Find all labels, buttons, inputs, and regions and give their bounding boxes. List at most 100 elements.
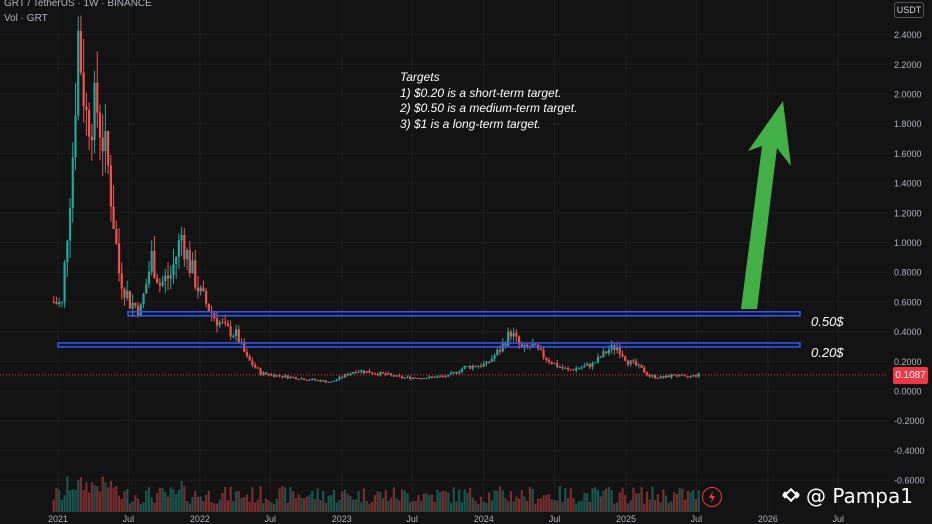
volume-bar xyxy=(668,503,670,512)
candle-body xyxy=(330,382,332,383)
candle-body xyxy=(461,369,463,372)
volume-bar xyxy=(670,501,672,512)
candle-body xyxy=(338,377,340,380)
candle-body xyxy=(181,235,183,240)
volume-bar xyxy=(698,490,700,512)
volume-bar xyxy=(387,501,389,512)
candle-body xyxy=(515,333,517,337)
volume-bar xyxy=(115,486,117,512)
candle-body xyxy=(216,318,218,325)
volume-bar xyxy=(412,501,414,512)
candle-body xyxy=(510,332,512,337)
volume-bar xyxy=(445,491,447,512)
volume-bar xyxy=(532,489,534,512)
candle-body xyxy=(591,363,593,367)
price-axis[interactable]: 2.4000 2.2000 2.0000 1.8000 1.6000 1.4000 1.20… xyxy=(894,30,925,486)
volume-bar xyxy=(259,486,261,512)
volume-bar xyxy=(289,487,291,512)
y-tick-label: 1.6000 xyxy=(894,149,922,159)
volume-bar xyxy=(616,503,618,512)
volume-bar xyxy=(684,500,686,512)
volume-bar xyxy=(99,492,101,512)
candle-body xyxy=(110,166,112,207)
volume-bar xyxy=(649,499,651,512)
candle-body xyxy=(159,283,161,285)
zone-0-20[interactable] xyxy=(58,343,800,347)
currency-selector[interactable]: USDT xyxy=(894,2,924,18)
candle-body xyxy=(355,372,357,373)
candle-body xyxy=(292,377,294,378)
volume-bar xyxy=(493,490,495,512)
candle-body xyxy=(186,250,188,259)
volume-bar xyxy=(153,503,155,512)
candle-body xyxy=(132,303,134,308)
candle-body xyxy=(581,367,583,368)
volume-bar xyxy=(553,500,555,512)
candle-body xyxy=(638,365,640,366)
volume-bar xyxy=(210,502,212,512)
candle-body xyxy=(477,366,479,367)
volume-bar xyxy=(55,488,57,512)
flash-icon[interactable] xyxy=(702,487,722,507)
candle-body xyxy=(439,376,441,377)
candle-body xyxy=(398,375,400,376)
time-axis[interactable]: 2021 Jul 2022 Jul 2023 Jul 2024 Jul 2025 Jul 2026 J… xyxy=(48,514,844,524)
volume-bar xyxy=(268,500,270,512)
volume-bar xyxy=(142,502,144,512)
candle-body xyxy=(420,378,422,379)
candle-body xyxy=(662,376,664,378)
candle-body xyxy=(281,376,283,377)
x-tick-label: 2025 xyxy=(616,514,636,524)
volume-bar xyxy=(355,500,357,512)
candle-body xyxy=(556,363,558,367)
candle-body xyxy=(466,366,468,367)
candle-body xyxy=(83,73,85,107)
volume-bar xyxy=(556,501,558,512)
targets-annotation[interactable]: Targets 1) $0.20 is a short-term target.… xyxy=(400,70,577,132)
candle-body xyxy=(428,376,430,378)
candle-body xyxy=(303,378,305,380)
volume-bar xyxy=(123,491,125,512)
volume-bar xyxy=(121,499,123,512)
volume-bar xyxy=(474,501,476,512)
candle-body xyxy=(319,380,321,381)
candle-body xyxy=(689,376,691,377)
volume-bar xyxy=(197,497,199,512)
volume-bar xyxy=(605,488,607,512)
candle-body xyxy=(406,377,408,378)
arrow-up-icon xyxy=(741,101,791,309)
candle-body xyxy=(646,373,648,375)
volume-bar xyxy=(613,504,615,512)
x-tick-label: 2026 xyxy=(758,514,778,524)
volume-bar xyxy=(458,490,460,512)
volume-bar xyxy=(643,504,645,512)
candle-body xyxy=(191,260,193,273)
volume-bar xyxy=(379,492,381,512)
volume-bar xyxy=(374,495,376,512)
y-tick-label: 0.6000 xyxy=(894,297,922,307)
volume-bar xyxy=(518,499,520,512)
volume-bar xyxy=(284,488,286,512)
volume-bar xyxy=(202,501,204,512)
volume-bar xyxy=(461,502,463,512)
volume-bar xyxy=(132,501,134,512)
candle-body xyxy=(483,364,485,367)
zone-0-50[interactable] xyxy=(128,312,800,316)
volume-bar xyxy=(249,501,251,512)
volume-bar xyxy=(64,495,66,512)
volume-bar xyxy=(382,498,384,512)
volume-bar xyxy=(357,491,359,512)
volume-bar xyxy=(621,488,623,512)
volume-bar xyxy=(654,500,656,512)
volume-bar xyxy=(88,492,90,512)
volume-bar xyxy=(398,500,400,512)
volume-bar xyxy=(453,487,455,512)
volume-bar xyxy=(91,482,93,512)
candle-body xyxy=(455,372,457,373)
candle-body xyxy=(649,375,651,376)
volume-bar xyxy=(156,493,158,512)
candle-body xyxy=(600,357,602,358)
volume-bar xyxy=(306,497,308,512)
volume-bar xyxy=(695,499,697,512)
volume-bar xyxy=(134,495,136,512)
